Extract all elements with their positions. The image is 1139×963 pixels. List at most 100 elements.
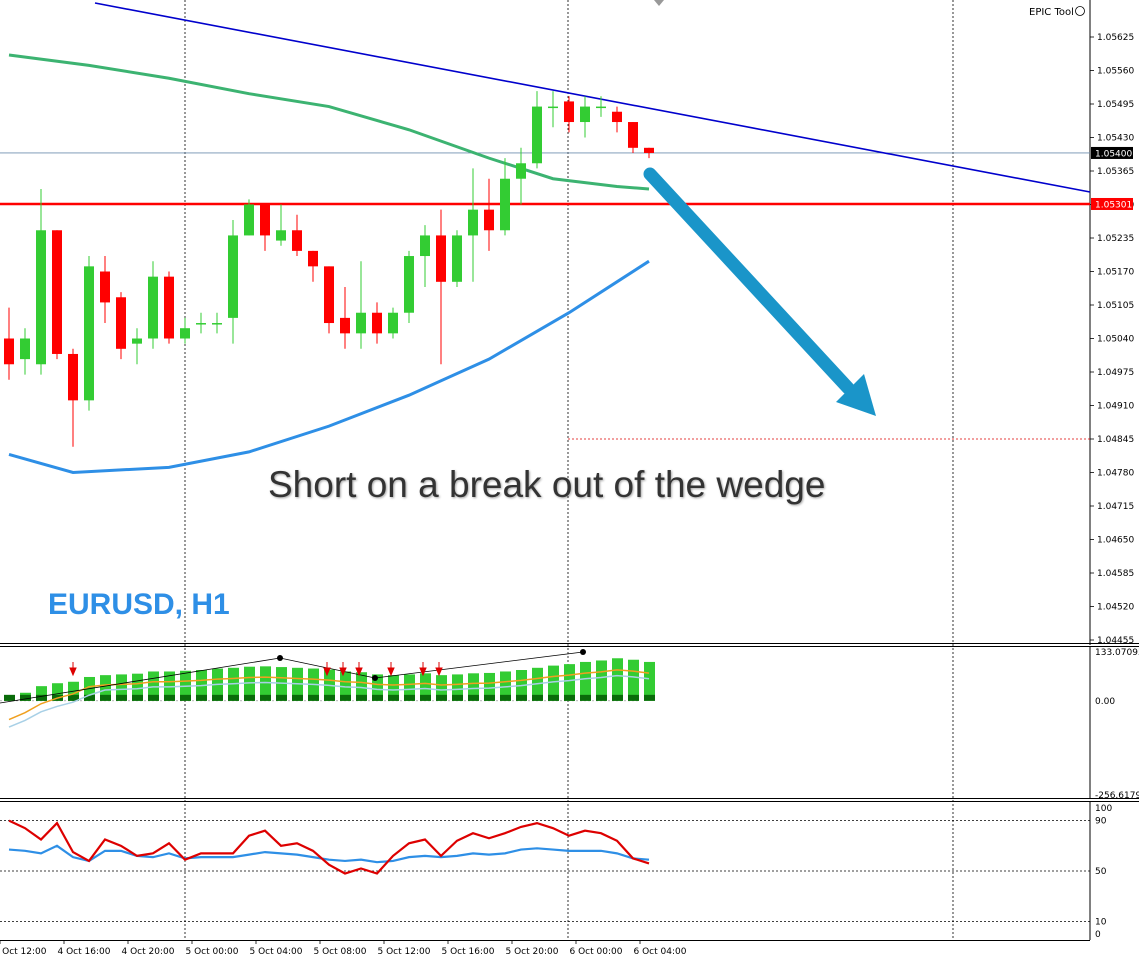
- swing-point-marker: [277, 655, 283, 661]
- histogram-bar-base: [260, 694, 271, 701]
- histogram-bar: [420, 673, 431, 701]
- histogram-bar-base: [628, 694, 639, 701]
- time-tick-label: 4 Oct 20:00: [122, 947, 175, 957]
- histogram-bar: [340, 671, 351, 701]
- candle-bear: [52, 230, 62, 354]
- histogram-bar: [580, 661, 591, 701]
- candle-bear: [260, 204, 270, 236]
- vertical-gridlines: [184, 0, 954, 940]
- time-tick-label: 4 Oct 12:00: [0, 947, 47, 957]
- tool-label: EPIC Tool: [1029, 7, 1074, 18]
- histogram-bar: [548, 665, 559, 701]
- candle-bear: [340, 317, 350, 334]
- resistance-price-label: 1.05301: [1095, 200, 1132, 210]
- histogram-bar-base: [548, 694, 559, 701]
- candle-bear: [612, 111, 622, 123]
- time-tick-label: 5 Oct 16:00: [442, 947, 495, 957]
- candle-bull: [276, 230, 286, 241]
- price-tick-label: 1.04975: [1097, 368, 1134, 378]
- candle-bull: [228, 235, 238, 318]
- histogram-bar: [452, 674, 463, 701]
- candle-bull: [180, 328, 190, 339]
- histogram-bar-base: [340, 694, 351, 701]
- candle-bull: [356, 312, 366, 334]
- price-tick-label: 1.05495: [1097, 100, 1134, 110]
- candle-bear: [308, 250, 318, 267]
- price-tick-label: 1.04455: [1097, 636, 1134, 646]
- histogram-bar-base: [148, 694, 159, 701]
- short-arrow-head-icon: [836, 374, 876, 416]
- candle-bull: [452, 235, 462, 282]
- candle-bull: [548, 106, 558, 109]
- candle-bull: [148, 276, 158, 339]
- histogram-bar: [100, 675, 111, 701]
- candle-bear: [324, 266, 334, 324]
- price-tick-label: 1.05560: [1097, 67, 1134, 77]
- histogram-bar-base: [308, 694, 319, 701]
- histogram-bar-base: [612, 694, 623, 701]
- moving-average-blue: [8, 259, 650, 475]
- down-arrow-icon: [435, 662, 443, 677]
- histogram-bar: [484, 672, 495, 701]
- histogram-bar-base: [388, 694, 399, 701]
- histogram-bar: [260, 666, 271, 701]
- down-arrow-icon: [323, 662, 331, 677]
- histogram-bar: [276, 667, 287, 701]
- histogram-bar: [436, 675, 447, 701]
- histogram-bar: [468, 673, 479, 701]
- histogram-bar-base: [292, 694, 303, 701]
- down-arrow-icon: [339, 662, 347, 677]
- histogram-bar-base: [468, 694, 479, 701]
- oscillator-tick-label: 90: [1095, 817, 1107, 827]
- histogram-signal-lightblue: [8, 674, 650, 728]
- candle-bear: [68, 353, 78, 401]
- histogram-bar: [612, 658, 623, 701]
- moving-average-green: [8, 53, 650, 191]
- histogram-panel: 133.07095 0.00 -256.61790: [0, 648, 1139, 801]
- down-arrow-icon: [355, 662, 363, 677]
- candle-bull: [516, 163, 526, 179]
- time-tick-label: 6 Oct 04:00: [634, 947, 687, 957]
- price-panel: 1.05625 1.05560 1.05495 1.05430 1.05365 1.053…: [0, 2, 1134, 646]
- oscillator-signal-line: [8, 844, 650, 864]
- trade-annotation: Short on a break out of the wedge: [268, 464, 825, 505]
- candle-bear: [644, 147, 654, 153]
- price-tick-label: 1.04845: [1097, 435, 1134, 445]
- price-tick-label: 1.04520: [1097, 603, 1134, 613]
- candle-bull: [404, 256, 414, 313]
- histogram-bar-base: [228, 694, 239, 701]
- candle-bear: [4, 338, 14, 365]
- histogram-bar-base: [564, 694, 575, 701]
- candle-bull: [500, 178, 510, 231]
- panel-frames: [0, 0, 1139, 941]
- price-tick-label: 1.04715: [1097, 502, 1134, 512]
- histogram-bar-base: [68, 694, 79, 701]
- histogram-bar: [596, 660, 607, 701]
- candle-bull: [420, 235, 430, 257]
- histogram-bar-base: [644, 694, 655, 701]
- price-tick-label: 1.05170: [1097, 268, 1134, 278]
- price-tick-label: 1.04650: [1097, 536, 1134, 546]
- histogram-bar-base: [452, 694, 463, 701]
- swing-point-marker: [372, 675, 378, 681]
- candle-bull: [532, 106, 542, 164]
- histogram-bar-base: [596, 694, 607, 701]
- swing-point-marker: [580, 649, 586, 655]
- price-tick-label: 1.04780: [1097, 469, 1134, 479]
- histogram-tick-label: 0.00: [1095, 697, 1115, 707]
- candle-bull: [36, 230, 46, 365]
- smiley-icon: [1075, 6, 1085, 16]
- histogram-bar-base: [516, 694, 527, 701]
- histogram-bar-base: [532, 694, 543, 701]
- histogram-bar: [356, 672, 367, 701]
- histogram-bar-base: [84, 694, 95, 701]
- histogram-bar: [404, 674, 415, 701]
- histogram-tick-label: -256.61790: [1095, 791, 1139, 801]
- candle-bear: [628, 122, 638, 148]
- time-tick-label: 5 Oct 00:00: [186, 947, 239, 957]
- candle-bull: [580, 106, 590, 123]
- histogram-bar-base: [372, 694, 383, 701]
- candle-bear: [100, 271, 110, 303]
